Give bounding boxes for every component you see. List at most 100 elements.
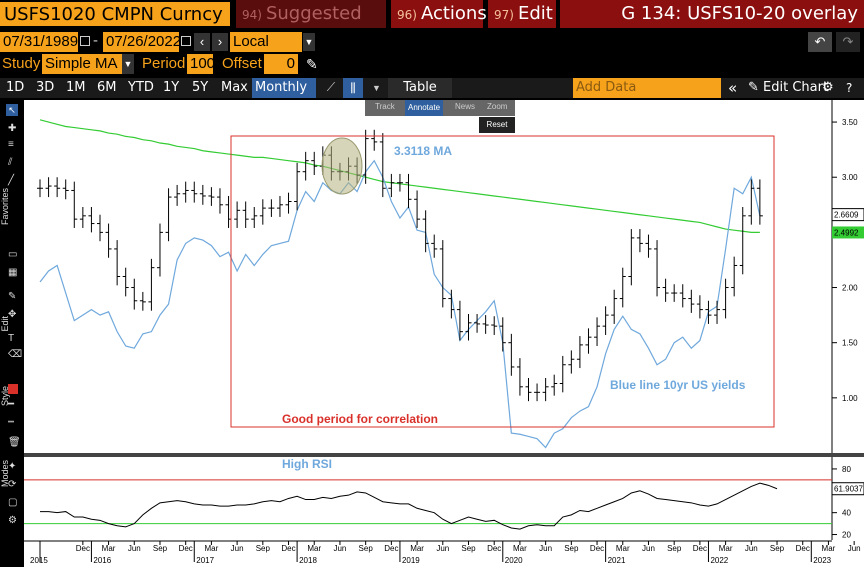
range-1m[interactable]: 1M [66,80,86,95]
grid-icon[interactable]: ▦ [8,267,18,278]
edit-chart-button[interactable]: ✎ Edit Chart [748,78,828,98]
header-bar: USFS1020 CMPN Curncy 94)Suggested Charts… [0,0,864,53]
panel-separator[interactable] [24,453,864,457]
period-input[interactable]: 100 [187,54,215,74]
highlight-circle[interactable] [321,137,363,195]
eraser-icon[interactable]: ⌫ [8,349,23,360]
table-button[interactable]: Table [388,78,452,98]
chevron-down-icon[interactable]: ▼ [122,54,134,74]
edit-button[interactable]: 97)Edit ▼ [488,0,556,53]
dash-icon[interactable]: ┅ [8,417,15,428]
x-tick-label: Jun [745,544,758,553]
range-6m[interactable]: 6M [97,80,117,95]
prev-arrow-icon[interactable]: ‹ [194,33,210,51]
frequency-select[interactable]: Monthly ▼ [252,78,316,115]
chart-title: G 134: USFS10-20 overlay [560,0,864,28]
correlation-rectangle[interactable] [230,135,775,428]
bar-chart-icon[interactable]: ⫼ [343,78,363,98]
end-date-field[interactable]: 07/26/2022 [103,32,181,52]
x-tick-label: Mar [205,544,219,553]
x-tick-label: Mar [719,544,733,553]
refresh-icon[interactable]: ⟳ [8,479,17,490]
collapse-icon[interactable]: « [728,79,738,97]
crosshair-icon[interactable]: ✚ [8,123,17,134]
x-tick-label: Mar [410,544,424,553]
x-tick-label: Dec [179,544,193,553]
chevron-down-icon[interactable]: ▼ [303,33,315,51]
ma-annotation[interactable]: 3.3118 MA [394,144,452,158]
pencil-icon[interactable]: ✎ [8,291,17,302]
fib-icon[interactable]: ≡ [8,139,14,150]
year-label: 2020 [505,556,523,565]
rsi-panel: 2040608061.9037 [24,457,864,540]
undo-icon[interactable]: ↶ [808,32,832,52]
color-swatch-icon[interactable] [8,384,18,394]
calendar-icon[interactable] [181,36,191,46]
range-max[interactable]: Max [221,80,248,95]
news-tool[interactable]: News [455,102,476,111]
range-3d[interactable]: 3D [36,80,55,95]
start-date-field[interactable]: 07/31/1989 [0,32,78,52]
cursor-icon[interactable]: ↖ [6,104,18,116]
zoom-tool[interactable]: Zoom [487,102,508,111]
x-tick-label: Dec [76,544,90,553]
ticker-label: USFS1020 CMPN Curncy [4,4,223,25]
annotate-tool[interactable]: Annotate [405,100,444,116]
date-bar: 07/31/1989 - 07/26/2022 ‹ › Local CCY ▼ … [0,30,864,70]
correlation-annotation[interactable]: Good period for correlation [282,412,438,426]
last-ma-box [832,226,864,239]
calendar-icon[interactable] [80,36,90,46]
range-5y[interactable]: 5Y [192,80,209,95]
trend-icon[interactable]: ╱ [8,175,15,186]
reset-button[interactable]: Reset [479,117,515,133]
move-icon[interactable]: ✥ [8,309,17,320]
x-tick-label: Jun [333,544,346,553]
x-tick-label: Jun [539,544,552,553]
pencil-icon[interactable]: ✎ [306,56,318,72]
magnet-icon[interactable]: ✦ [8,461,17,472]
suggested-charts-button[interactable]: 94)Suggested Charts [236,0,386,53]
edit-num: 97) [494,8,514,22]
x-tick-label: Dec [281,544,295,553]
help-icon[interactable]: ? [846,81,853,95]
text-icon[interactable]: T [8,333,15,344]
y-tick-label: 1.50 [842,339,858,348]
x-tick-label: Sep [770,544,785,553]
actions-button[interactable]: 96)Actions ▼ [391,0,487,53]
last-price-box [831,208,864,222]
study-bar: Study Simple MA ▼ Period 100 Offset 0 ✎ [0,54,864,76]
channel-icon[interactable]: ⫽ [8,157,13,168]
lock-icon[interactable]: ▢ [8,497,18,508]
next-arrow-icon[interactable]: › [212,33,228,51]
rsi-line[interactable] [40,482,778,530]
currency-select[interactable]: Local CCY [230,32,302,70]
line-style-icon[interactable]: ━ [8,399,15,410]
yields-annotation[interactable]: Blue line 10yr US yields [610,378,746,392]
chevron-down-icon[interactable]: ▼ [372,83,381,93]
gear-icon[interactable]: ⚙ [822,80,834,95]
redo-icon[interactable]: ↷ [836,32,860,52]
line-chart-icon[interactable]: ⟋ [326,80,336,94]
range-1d[interactable]: 1D [6,80,25,95]
rsi-last-box [831,482,864,496]
add-data-input[interactable]: Add Data [573,78,721,98]
x-tick-label: Jun [642,544,655,553]
offset-input[interactable]: 0 [264,54,298,74]
yield-line[interactable] [39,159,761,449]
rsi-annotation[interactable]: High RSI [282,457,332,471]
ruler-icon[interactable]: ▭ [8,249,18,260]
x-tick-label: Sep [256,544,271,553]
x-tick-label: Sep [667,544,682,553]
y-tick-label: 2.00 [842,284,858,293]
ticker-field[interactable]: USFS1020 CMPN Curncy [0,2,230,26]
x-tick-label: Sep [461,544,476,553]
x-tick-label: Sep [359,544,374,553]
settings-icon[interactable]: ⚙ [8,515,17,526]
trash-icon[interactable]: 🗑 [8,437,21,448]
range-ytd[interactable]: YTD [128,80,154,95]
favorites-label: Favorites [0,188,10,226]
range-1y[interactable]: 1Y [163,80,180,95]
study-select[interactable]: Simple MA [42,54,122,74]
track-tool[interactable]: Track [375,102,395,111]
